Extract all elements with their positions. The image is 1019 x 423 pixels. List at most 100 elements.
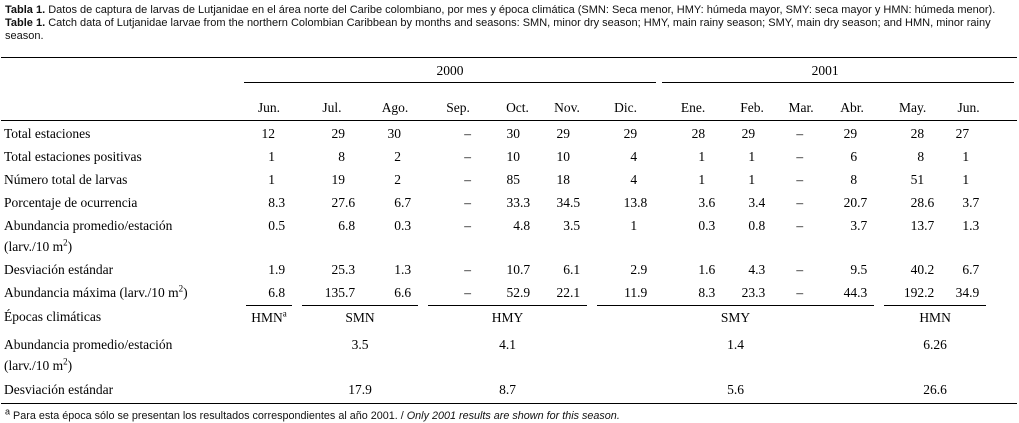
value-frac: .6 xyxy=(401,285,412,300)
value: 2.9 xyxy=(592,259,651,280)
value-int: 1 xyxy=(962,218,970,233)
value: – xyxy=(777,282,817,303)
season-value-cell: 5.6 xyxy=(592,376,880,404)
filler-cell xyxy=(991,280,1017,303)
value-frac xyxy=(471,259,485,280)
value-cell: 3.7 xyxy=(825,213,879,257)
value-cell: 28 xyxy=(659,121,727,145)
month-header: Ago. xyxy=(367,87,423,121)
value-cell: 34.5 xyxy=(542,190,592,213)
value: 6.8 xyxy=(297,215,359,236)
value-int: 34 xyxy=(955,285,970,300)
value-cell: 34.9 xyxy=(946,280,991,303)
table-row: Total estaciones positivas 1 8 2 – 10 10 4 1 1 – 6 8… xyxy=(1,144,1017,167)
value-frac: .3 xyxy=(857,285,868,300)
value-frac xyxy=(705,146,719,167)
value: 29 xyxy=(542,123,584,144)
value-int: 1 xyxy=(698,262,706,277)
value: 1.9 xyxy=(241,259,289,280)
value-frac: .8 xyxy=(275,285,286,300)
value-cell: 29 xyxy=(825,121,879,145)
value: 34.5 xyxy=(542,192,584,213)
value: 3.6 xyxy=(659,192,719,213)
value-int: 1 xyxy=(962,149,970,164)
value-int: – xyxy=(464,285,471,300)
value-cell: 12 xyxy=(241,121,297,145)
value-int: – xyxy=(796,126,804,141)
value-frac: .6 xyxy=(705,195,716,210)
value-frac: .6 xyxy=(345,195,356,210)
value-int: 2 xyxy=(394,172,401,187)
value-cell: 3.5 xyxy=(542,213,592,257)
filler-cell xyxy=(991,87,1018,121)
value-int: 29 xyxy=(331,126,346,141)
value-frac xyxy=(471,169,485,190)
value: 1 xyxy=(659,169,719,190)
season-label: HMY xyxy=(428,305,587,327)
value: 28.6 xyxy=(879,192,938,213)
value-cell: 9.5 xyxy=(825,257,879,280)
value-int: 4 xyxy=(630,172,638,187)
row-label: Total estaciones xyxy=(4,126,91,141)
value-int: – xyxy=(796,172,804,187)
value-frac: .8 xyxy=(755,218,766,233)
value-int: 8 xyxy=(338,149,345,164)
value-cell: 1 xyxy=(946,144,991,167)
value-cell: 28.6 xyxy=(879,190,946,213)
value-frac xyxy=(345,146,359,167)
value: 44.3 xyxy=(825,282,871,303)
value-frac xyxy=(345,123,359,144)
value: 29 xyxy=(825,123,871,144)
value: – xyxy=(423,259,485,280)
value-cell: 27 xyxy=(946,121,991,145)
value-int: 135 xyxy=(324,285,345,300)
value-int: 20 xyxy=(843,195,858,210)
value: 1.3 xyxy=(367,259,415,280)
season-group-cell: HMY xyxy=(423,303,592,331)
year-label: 2000 xyxy=(436,63,464,78)
value-frac xyxy=(401,123,415,144)
value: – xyxy=(423,123,485,144)
value-frac: .7 xyxy=(857,195,868,210)
value-frac xyxy=(401,169,415,190)
value-frac: .9 xyxy=(969,285,980,300)
value-int: 1 xyxy=(268,149,275,164)
value: 8.3 xyxy=(241,192,289,213)
value: 3.4 xyxy=(727,192,769,213)
table-row: Porcentaje de ocurrencia 8.3 27.6 6.7–33.3 3… xyxy=(1,190,1017,213)
value-frac xyxy=(345,169,359,190)
value: 6.1 xyxy=(542,259,584,280)
value-cell: 1.3 xyxy=(367,257,423,280)
value-frac xyxy=(755,169,769,190)
value-cell: 1.6 xyxy=(659,257,727,280)
value-frac: .7 xyxy=(345,285,356,300)
month-header: Jun. xyxy=(241,87,297,121)
value: 0.5 xyxy=(241,215,289,236)
value-int: 28 xyxy=(910,126,925,141)
value-int: 13 xyxy=(623,195,638,210)
value-cell: 4.8 xyxy=(493,213,542,257)
value-frac: .7 xyxy=(857,218,868,233)
value-cell: 1 xyxy=(241,167,297,190)
value: 2 xyxy=(367,146,415,167)
value: 4.8 xyxy=(493,215,534,236)
value: 27 xyxy=(946,123,983,144)
value-int: – xyxy=(796,285,804,300)
value-frac xyxy=(803,259,817,280)
value-cell: 13.7 xyxy=(879,213,946,257)
value-int: 6 xyxy=(338,218,345,233)
value-cell: 6.7 xyxy=(367,190,423,213)
filler-cell xyxy=(991,190,1017,213)
value: 3.5 xyxy=(542,215,584,236)
filler-cell xyxy=(991,257,1017,280)
value: – xyxy=(777,192,817,213)
month-header: Dic. xyxy=(592,87,660,121)
value: 34.9 xyxy=(946,282,983,303)
value: 6.8 xyxy=(241,282,289,303)
value-cell: – xyxy=(423,167,493,190)
value-frac: .8 xyxy=(520,218,531,233)
value-frac xyxy=(471,146,485,167)
value-int: 0 xyxy=(268,218,275,233)
value: 6.7 xyxy=(367,192,415,213)
value-frac: .1 xyxy=(570,262,581,277)
